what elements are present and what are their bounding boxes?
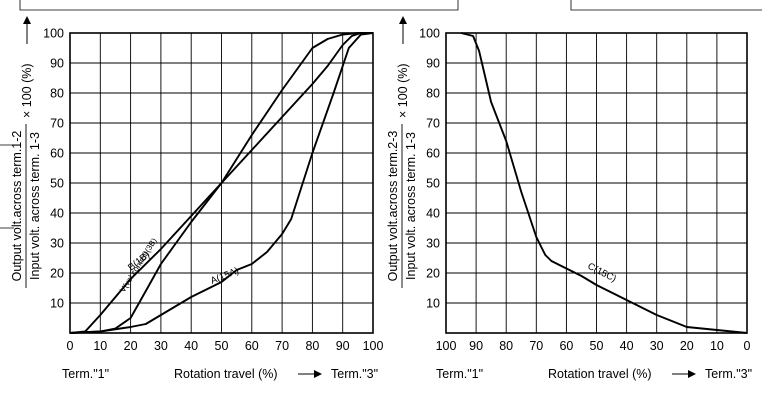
y-tick-label: 20 — [426, 267, 440, 281]
series-line — [69, 32, 373, 334]
y-tick-label: 60 — [426, 147, 440, 161]
x-tick-label: 50 — [590, 339, 604, 353]
left-grid — [70, 33, 373, 333]
y-tick-label: 30 — [50, 237, 64, 251]
x-tick-label: 40 — [184, 339, 198, 353]
left-chart: 10 20 30 40 50 60 70 80 90 100 0 10 20 30 40 50 60 70 80 9… — [10, 16, 383, 381]
frame-fragment-left — [19, 0, 459, 11]
x-tick-label: 70 — [275, 339, 289, 353]
frame-fragment-side — [0, 144, 14, 229]
x-tick-label: 90 — [469, 339, 483, 353]
y-tick-label: 100 — [419, 27, 440, 41]
x-tick-label: 0 — [67, 339, 74, 353]
right-x-label: Rotation travel (%) — [548, 367, 652, 381]
x-tick-label: 70 — [529, 339, 543, 353]
curve-label-a: A(15A) — [209, 266, 241, 287]
y-tick-label: 90 — [426, 57, 440, 71]
left-x-term3: Term."3" — [331, 367, 378, 381]
right-ylabel-factor: × 100 (%) — [396, 63, 410, 118]
series-line — [460, 32, 748, 334]
y-tick-label: 20 — [50, 267, 64, 281]
x-tick-label: 80 — [305, 339, 319, 353]
y-tick-label: 40 — [50, 207, 64, 221]
right-plot-frame — [445, 32, 748, 334]
left-ylabel-numerator: Output volt.across term.1-2 — [10, 131, 24, 282]
x-tick-label: 30 — [650, 339, 664, 353]
left-ylabel-denominator: Input volt. across term. 1-3 — [28, 132, 42, 280]
right-grid — [446, 33, 747, 333]
x-tick-label: 50 — [215, 339, 229, 353]
y-tick-label: 80 — [426, 87, 440, 101]
x-tick-label: 10 — [93, 339, 107, 353]
left-plot-frame — [69, 32, 374, 334]
right-ylabel-arrowhead — [399, 16, 407, 24]
right-x-term1: Term."1" — [436, 367, 483, 381]
y-tick-label: 50 — [426, 177, 440, 191]
y-tick-label: 10 — [426, 297, 440, 311]
y-tick-label: 100 — [43, 27, 64, 41]
x-tick-label: 60 — [559, 339, 573, 353]
x-tick-label: 30 — [154, 339, 168, 353]
y-tick-label: 50 — [50, 177, 64, 191]
right-series — [460, 32, 748, 334]
right-y-ticks: 10 20 30 40 50 60 70 80 90 100 — [419, 27, 440, 311]
x-tick-label: 80 — [499, 339, 513, 353]
x-tick-label: 90 — [336, 339, 350, 353]
left-x-ticks: 0 10 20 30 40 50 60 70 80 90 100 — [67, 339, 384, 353]
y-tick-label: 30 — [426, 237, 440, 251]
y-tick-label: 70 — [50, 117, 64, 131]
x-tick-label: 10 — [710, 339, 724, 353]
y-tick-label: 40 — [426, 207, 440, 221]
y-tick-label: 80 — [50, 87, 64, 101]
left-ylabel-factor: × 100 (%) — [20, 63, 34, 118]
right-x-term3: Term."3" — [705, 367, 752, 381]
frame-fragment-right — [570, 0, 762, 11]
left-y-ticks: 10 20 30 40 50 60 70 80 90 100 — [43, 27, 64, 311]
left-x-arrowhead — [314, 370, 322, 378]
x-tick-label: 100 — [436, 339, 457, 353]
y-tick-label: 10 — [50, 297, 64, 311]
right-y-axis-label: Output volt.across term.2-3 Input volt. … — [386, 16, 418, 288]
series-line — [69, 32, 374, 334]
right-ylabel-denominator: Input volt. across term. 1-3 — [404, 132, 418, 280]
x-tick-label: 20 — [680, 339, 694, 353]
right-x-ticks: 100 90 80 70 60 50 40 30 20 10 0 — [436, 339, 751, 353]
left-ylabel-arrowhead — [23, 16, 31, 24]
right-x-arrowhead — [688, 370, 696, 378]
left-x-label: Rotation travel (%) — [174, 367, 278, 381]
x-tick-label: 20 — [124, 339, 138, 353]
y-tick-label: 70 — [426, 117, 440, 131]
x-tick-label: 0 — [744, 339, 751, 353]
left-y-axis-label: Output volt.across term.1-2 Input volt. … — [10, 16, 42, 288]
left-x-term1: Term."1" — [62, 367, 109, 381]
y-tick-label: 90 — [50, 57, 64, 71]
x-tick-label: 40 — [620, 339, 634, 353]
series-line — [69, 32, 373, 334]
left-series — [69, 32, 374, 334]
curve-label-v: V(vol.control)(3B) — [118, 236, 159, 294]
x-tick-label: 60 — [245, 339, 259, 353]
x-tick-label: 100 — [363, 339, 384, 353]
right-ylabel-numerator: Output volt.across term.2-3 — [386, 131, 400, 282]
y-tick-label: 60 — [50, 147, 64, 161]
